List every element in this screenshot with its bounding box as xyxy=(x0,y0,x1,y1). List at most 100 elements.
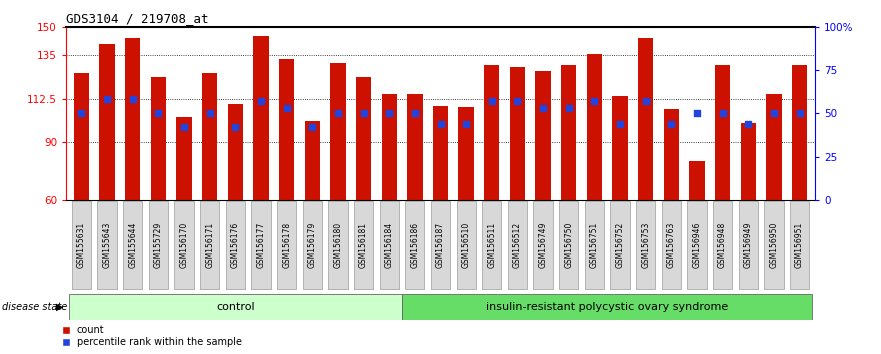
Text: GDS3104 / 219708_at: GDS3104 / 219708_at xyxy=(66,12,209,25)
Text: GSM155644: GSM155644 xyxy=(129,222,137,268)
Text: GSM156170: GSM156170 xyxy=(180,222,189,268)
Point xyxy=(382,110,396,116)
Bar xyxy=(381,94,397,200)
Point xyxy=(664,121,678,126)
Point xyxy=(793,110,807,116)
Point xyxy=(690,110,704,116)
Text: GSM156751: GSM156751 xyxy=(590,222,599,268)
Bar xyxy=(587,53,602,200)
Point xyxy=(459,121,473,126)
Bar xyxy=(279,59,294,200)
Text: GSM156181: GSM156181 xyxy=(359,222,368,268)
Point xyxy=(254,98,268,104)
FancyBboxPatch shape xyxy=(329,201,347,289)
FancyBboxPatch shape xyxy=(402,294,812,320)
Point xyxy=(485,98,499,104)
Text: disease state: disease state xyxy=(2,302,67,312)
FancyBboxPatch shape xyxy=(534,201,552,289)
Point xyxy=(152,110,166,116)
Bar xyxy=(407,94,423,200)
Text: GSM156177: GSM156177 xyxy=(256,222,265,268)
Text: GSM156749: GSM156749 xyxy=(538,222,548,268)
Point xyxy=(562,105,576,111)
Text: GSM155631: GSM155631 xyxy=(77,222,86,268)
FancyBboxPatch shape xyxy=(687,201,707,289)
Point xyxy=(510,98,524,104)
Text: GSM156512: GSM156512 xyxy=(513,222,522,268)
Point xyxy=(715,110,729,116)
Point xyxy=(305,124,319,130)
FancyBboxPatch shape xyxy=(738,201,758,289)
Point xyxy=(74,110,88,116)
Legend: count, percentile rank within the sample: count, percentile rank within the sample xyxy=(63,325,241,347)
Text: GSM156950: GSM156950 xyxy=(769,222,779,268)
FancyBboxPatch shape xyxy=(636,201,655,289)
Point xyxy=(741,121,755,126)
Bar xyxy=(125,38,140,200)
Bar xyxy=(638,38,654,200)
FancyBboxPatch shape xyxy=(507,201,527,289)
Bar xyxy=(151,77,167,200)
Text: insulin-resistant polycystic ovary syndrome: insulin-resistant polycystic ovary syndr… xyxy=(486,302,729,312)
FancyBboxPatch shape xyxy=(354,201,374,289)
Bar xyxy=(227,104,243,200)
Text: GSM156171: GSM156171 xyxy=(205,222,214,268)
FancyBboxPatch shape xyxy=(482,201,501,289)
Bar xyxy=(254,36,269,200)
Bar xyxy=(433,105,448,200)
Text: control: control xyxy=(216,302,255,312)
Bar xyxy=(741,123,756,200)
Text: GSM156750: GSM156750 xyxy=(564,222,574,268)
Point xyxy=(331,110,345,116)
FancyBboxPatch shape xyxy=(303,201,322,289)
Bar xyxy=(305,121,320,200)
Text: GSM156753: GSM156753 xyxy=(641,222,650,268)
Bar xyxy=(612,96,627,200)
Text: GSM156176: GSM156176 xyxy=(231,222,240,268)
Bar xyxy=(458,108,474,200)
FancyBboxPatch shape xyxy=(69,294,402,320)
FancyBboxPatch shape xyxy=(790,201,809,289)
FancyBboxPatch shape xyxy=(174,201,194,289)
FancyBboxPatch shape xyxy=(611,201,630,289)
Bar xyxy=(356,77,371,200)
FancyBboxPatch shape xyxy=(380,201,399,289)
Bar xyxy=(689,161,705,200)
FancyBboxPatch shape xyxy=(149,201,168,289)
Text: GSM156948: GSM156948 xyxy=(718,222,727,268)
Bar xyxy=(202,73,218,200)
Text: GSM156186: GSM156186 xyxy=(411,222,419,268)
Text: GSM156946: GSM156946 xyxy=(692,222,701,268)
Bar xyxy=(330,63,345,200)
Point xyxy=(228,124,242,130)
FancyBboxPatch shape xyxy=(662,201,681,289)
Text: GSM156180: GSM156180 xyxy=(333,222,343,268)
Text: GSM156763: GSM156763 xyxy=(667,222,676,268)
FancyBboxPatch shape xyxy=(200,201,219,289)
Bar xyxy=(663,109,679,200)
FancyBboxPatch shape xyxy=(277,201,296,289)
Text: GSM156951: GSM156951 xyxy=(795,222,804,268)
Text: ▶: ▶ xyxy=(56,302,64,312)
Point xyxy=(766,110,781,116)
FancyBboxPatch shape xyxy=(765,201,783,289)
Text: GSM155643: GSM155643 xyxy=(102,222,112,268)
Bar xyxy=(714,65,730,200)
FancyBboxPatch shape xyxy=(251,201,270,289)
Text: GSM156178: GSM156178 xyxy=(282,222,291,268)
Point xyxy=(279,105,293,111)
FancyBboxPatch shape xyxy=(713,201,732,289)
FancyBboxPatch shape xyxy=(456,201,476,289)
Text: GSM156184: GSM156184 xyxy=(385,222,394,268)
Text: GSM156179: GSM156179 xyxy=(307,222,317,268)
Point xyxy=(357,110,371,116)
Text: GSM156510: GSM156510 xyxy=(462,222,470,268)
FancyBboxPatch shape xyxy=(226,201,245,289)
FancyBboxPatch shape xyxy=(98,201,116,289)
FancyBboxPatch shape xyxy=(405,201,425,289)
Bar xyxy=(484,65,500,200)
FancyBboxPatch shape xyxy=(431,201,450,289)
Text: GSM155729: GSM155729 xyxy=(154,222,163,268)
Point xyxy=(100,97,115,102)
Bar xyxy=(561,65,576,200)
